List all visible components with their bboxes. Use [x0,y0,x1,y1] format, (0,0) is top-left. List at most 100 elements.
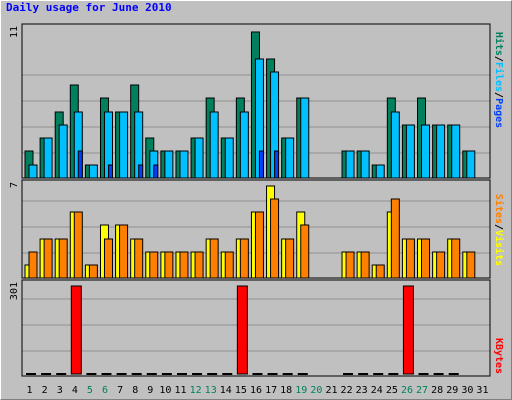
sites-bar [360,251,370,279]
sites-bar [224,251,234,279]
x-axis-day-label: 2 [42,385,48,396]
pages-bar [274,150,280,179]
x-axis-day-label: 1 [27,385,33,396]
y-axis-max-label: 7 [9,182,20,188]
legend-kbytes: KBytes [493,338,504,374]
legend-sites: Sites [493,194,505,224]
sites-bar [103,238,113,279]
sites-bar [466,251,476,279]
legend-pages: Pages [493,98,504,128]
files-bar [43,137,53,179]
files-bar [285,137,295,179]
panel-border [21,179,491,279]
panel-border [21,279,491,377]
x-axis-day-label: 5 [87,385,93,396]
files-bar [239,111,249,179]
y-axis-max-label: 11 [9,26,20,38]
files-bar [466,150,476,179]
files-bar [451,124,461,179]
legend-separator: / [493,56,504,62]
x-axis-day-label: 17 [265,385,277,396]
sites-bar [179,251,189,279]
files-bar [300,97,310,179]
files-bar [119,111,129,179]
sites-bar [73,211,83,279]
kbytes-bar [236,285,248,375]
sites-bar [285,238,295,279]
sites-bar [239,238,249,279]
sites-bar [345,251,355,279]
legend-kbytes: KBytes [493,338,504,374]
sites-bar [436,251,446,279]
x-axis-day-label: 14 [220,385,232,396]
sites-bar [119,224,129,279]
x-axis-day-label: 24 [371,385,383,396]
files-bar [28,164,38,179]
x-axis-day-label: 4 [72,385,78,396]
files-bar [209,111,219,179]
files-bar [421,124,431,179]
legend-separator: / [493,92,504,98]
files-bar [375,164,385,179]
legend-visits: Visits [493,230,505,266]
sites-bar [28,251,38,279]
x-axis-day-label: 27 [416,385,428,396]
sites-bar [270,198,280,279]
x-axis-day-label: 18 [280,385,292,396]
files-bar [194,137,204,179]
sites-bar [134,238,144,279]
x-axis-day-label: 8 [132,385,138,396]
files-bar [179,150,189,179]
x-axis-day-label: 16 [250,385,262,396]
sites-bar [194,251,204,279]
legend-hits-files-pages: Hits/Files/Pages [493,32,505,128]
pages-bar [153,164,159,179]
files-bar [58,124,68,179]
kbytes-bar [402,285,414,375]
x-axis-day-label: 3 [57,385,63,396]
panel-background [22,280,490,376]
legend-separator: / [493,224,504,230]
x-axis-day-label: 20 [310,385,322,396]
sites-bar [149,251,159,279]
x-axis-day-label: 19 [295,385,307,396]
x-axis-day-label: 30 [461,385,473,396]
x-axis-day-label: 29 [446,385,458,396]
files-bar [405,124,415,179]
sites-bar [451,238,461,279]
files-bar [345,150,355,179]
pages-bar [107,164,113,179]
x-axis-day-label: 11 [174,385,186,396]
legend-files: Files [493,62,505,92]
sites-bar [88,264,98,279]
pages-bar [138,164,144,179]
files-bar [360,150,370,179]
x-axis-day-label: 26 [401,385,413,396]
kbytes-bar [70,285,82,375]
files-bar [224,137,234,179]
files-bar [164,150,174,179]
sites-bar [164,251,174,279]
x-axis-day-label: 13 [205,385,217,396]
sites-bar [405,238,415,279]
sites-bar [254,211,264,279]
pages-bar [77,150,83,179]
pages-bar [258,150,264,179]
chart-title: Daily usage for June 2010 [6,1,172,14]
sites-bar [209,238,219,279]
x-axis-day-label: 9 [147,385,153,396]
x-axis-day-label: 31 [476,385,488,396]
x-axis-day-label: 10 [159,385,171,396]
x-axis-day-label: 22 [341,385,353,396]
x-axis-day-label: 7 [117,385,123,396]
x-axis-day-label: 12 [190,385,202,396]
sites-bar [58,238,68,279]
legend-hits: Hits [493,32,505,56]
sites-bar [43,238,53,279]
sites-bar [300,224,310,279]
files-bar [436,124,446,179]
y-axis-max-label: 301 [9,282,20,300]
x-axis-day-label: 28 [431,385,443,396]
sites-bar [390,198,400,279]
